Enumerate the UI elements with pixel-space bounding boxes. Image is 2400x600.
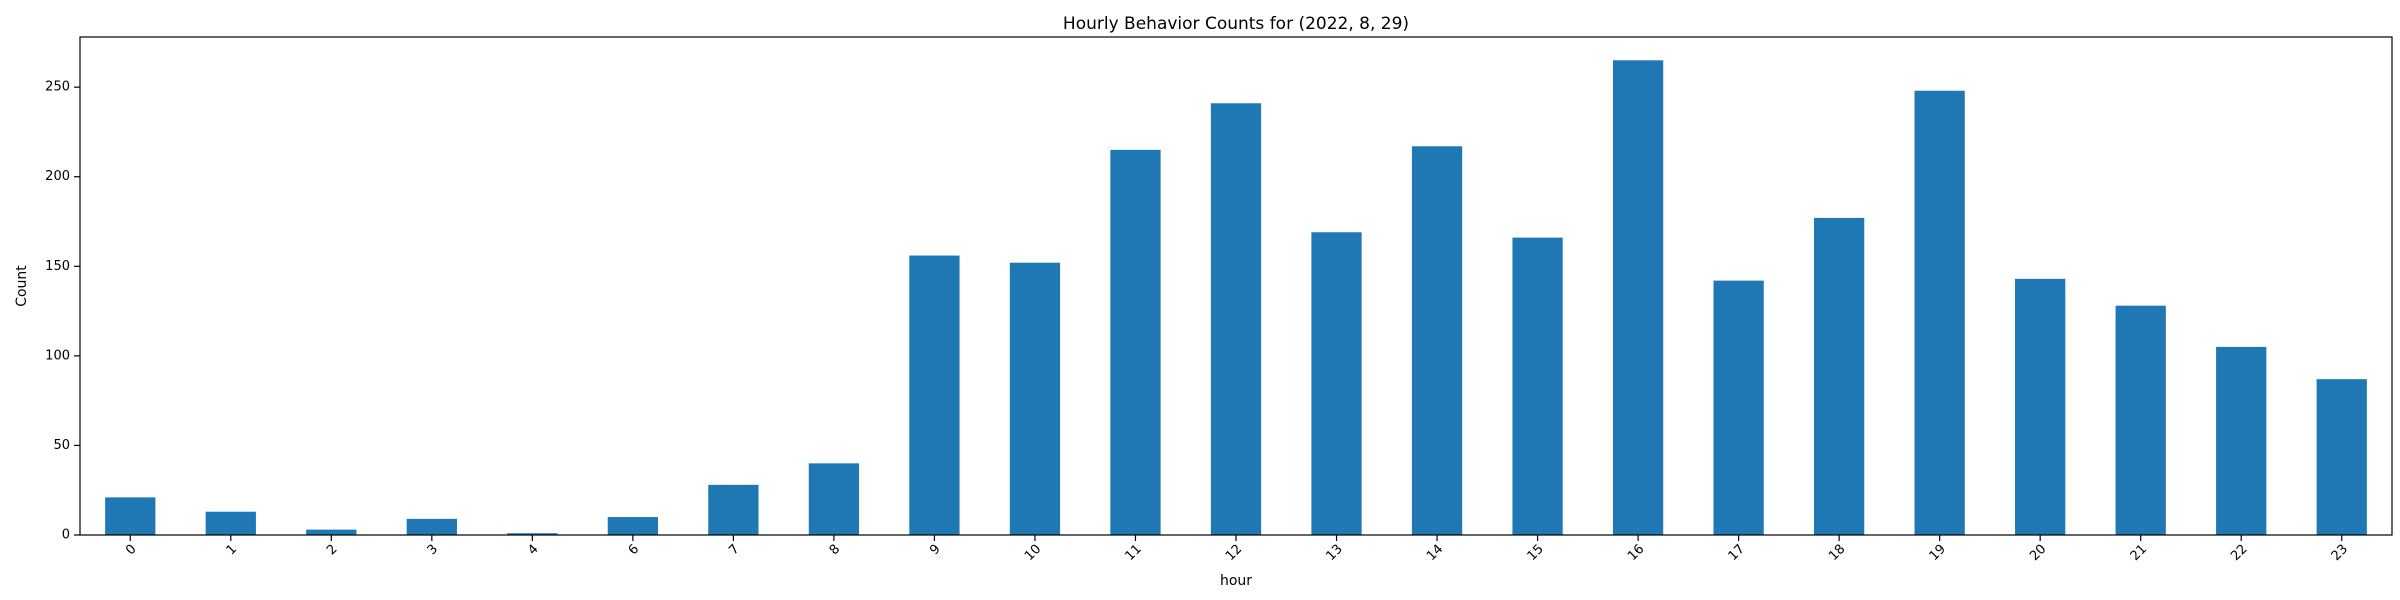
bar-hour-12 bbox=[1210, 103, 1262, 535]
bar-hour-22 bbox=[2216, 346, 2267, 535]
y-axis-label: Count bbox=[14, 265, 30, 307]
x-tick-label-13: 13 bbox=[1324, 542, 1346, 564]
bar-hour-1 bbox=[205, 511, 256, 535]
y-tick-label-200: 200 bbox=[45, 169, 70, 184]
bar-hour-19 bbox=[1914, 90, 1965, 536]
x-tick-label-16: 16 bbox=[1625, 542, 1647, 564]
x-tick-label-10: 10 bbox=[1022, 542, 1044, 564]
x-tick-label-23: 23 bbox=[2329, 542, 2351, 564]
bar-hour-8 bbox=[808, 463, 860, 535]
bars-group bbox=[105, 60, 2367, 536]
x-tick-label-0: 0 bbox=[123, 542, 139, 558]
x-tick-label-20: 20 bbox=[2027, 542, 2049, 564]
x-tick-label-21: 21 bbox=[2128, 542, 2150, 564]
bar-hour-7 bbox=[708, 484, 759, 535]
y-tick-label-0: 0 bbox=[62, 528, 70, 543]
x-tick-label-12: 12 bbox=[1223, 542, 1245, 564]
bar-hour-18 bbox=[1814, 217, 1865, 536]
bar-hour-9 bbox=[909, 255, 960, 536]
x-tick-label-9: 9 bbox=[927, 542, 943, 558]
x-tick-label-15: 15 bbox=[1525, 542, 1547, 564]
x-tick-label-1: 1 bbox=[224, 542, 240, 558]
bar-hour-20 bbox=[2015, 278, 2066, 535]
bar-hour-15 bbox=[1512, 237, 1563, 535]
y-tick-label-100: 100 bbox=[45, 348, 70, 363]
bar-hour-13 bbox=[1311, 232, 1362, 536]
x-tick-label-6: 6 bbox=[626, 542, 642, 558]
bar-hour-0 bbox=[105, 497, 156, 535]
x-tick-label-2: 2 bbox=[324, 542, 340, 558]
x-axis-label: hour bbox=[1220, 573, 1252, 589]
bar-hour-21 bbox=[2115, 305, 2166, 535]
chart-title: Hourly Behavior Counts for (2022, 8, 29) bbox=[1063, 14, 1409, 34]
bar-hour-10 bbox=[1009, 262, 1061, 535]
bar-hour-3 bbox=[406, 518, 457, 535]
x-tick-label-8: 8 bbox=[827, 542, 843, 558]
y-tick-label-250: 250 bbox=[45, 80, 70, 95]
x-tick-label-11: 11 bbox=[1122, 542, 1144, 564]
bar-hour-23 bbox=[2316, 379, 2367, 535]
bar-hour-6 bbox=[607, 517, 658, 535]
y-tick-label-50: 50 bbox=[53, 438, 70, 453]
x-tick-label-4: 4 bbox=[525, 542, 541, 558]
bar-hour-11 bbox=[1110, 149, 1161, 535]
plot-frame bbox=[79, 36, 2393, 536]
x-tick-label-17: 17 bbox=[1726, 542, 1748, 564]
x-tick-label-14: 14 bbox=[1424, 542, 1446, 564]
bar-hour-17 bbox=[1713, 280, 1764, 535]
y-tick-label-150: 150 bbox=[45, 259, 70, 274]
bar-hour-14 bbox=[1411, 146, 1463, 535]
x-tick-label-19: 19 bbox=[1927, 542, 1949, 564]
x-tick-label-3: 3 bbox=[425, 542, 441, 558]
x-tick-label-22: 22 bbox=[2228, 542, 2250, 564]
bar-hour-16 bbox=[1612, 60, 1664, 535]
y-axis: 0 50 100 150 200 250 bbox=[45, 80, 80, 543]
x-axis: 0 1 2 3 4 6 7 8 9 10 11 12 13 14 15 16 17 18 19 20 21 22 23 bbox=[123, 535, 2351, 564]
x-tick-label-7: 7 bbox=[726, 542, 742, 558]
bar-hour-4 bbox=[507, 533, 558, 535]
x-tick-label-18: 18 bbox=[1826, 542, 1848, 564]
bar-hour-2 bbox=[306, 529, 357, 535]
